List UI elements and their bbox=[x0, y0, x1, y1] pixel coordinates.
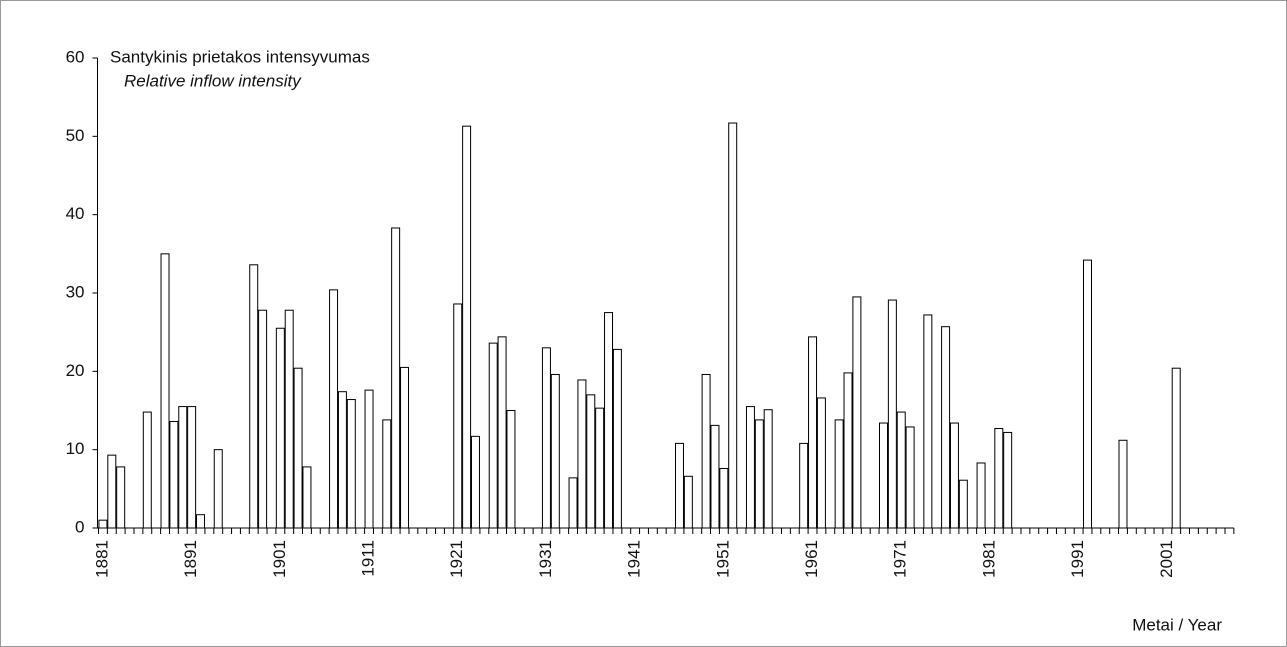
bar bbox=[808, 336, 818, 529]
bar bbox=[470, 435, 480, 529]
bar bbox=[453, 303, 463, 529]
bar bbox=[1171, 367, 1181, 529]
bar bbox=[799, 442, 809, 529]
bar bbox=[178, 406, 188, 529]
bar bbox=[949, 422, 959, 529]
y-tick-label: 40 bbox=[66, 204, 85, 223]
x-tick-label: 1881 bbox=[92, 540, 111, 578]
x-tick-label: 1971 bbox=[891, 540, 910, 578]
bar bbox=[160, 253, 170, 529]
bar bbox=[612, 348, 622, 529]
bar bbox=[258, 309, 268, 529]
x-tick-label: 2001 bbox=[1157, 540, 1176, 578]
bar bbox=[541, 347, 551, 529]
bar bbox=[905, 426, 915, 529]
bar bbox=[976, 462, 986, 529]
bar bbox=[364, 389, 374, 529]
bar bbox=[391, 227, 401, 529]
y-tick-label: 10 bbox=[66, 439, 85, 458]
bar bbox=[116, 466, 126, 529]
x-tick-label: 1941 bbox=[625, 540, 644, 578]
bar bbox=[674, 442, 684, 529]
bar bbox=[745, 406, 755, 529]
bar bbox=[488, 342, 498, 529]
x-tick-label: 1921 bbox=[447, 540, 466, 578]
bar bbox=[923, 314, 933, 529]
bar bbox=[941, 326, 951, 529]
bar bbox=[852, 296, 862, 529]
bar bbox=[213, 449, 223, 529]
bar bbox=[1118, 439, 1128, 529]
bar bbox=[568, 477, 578, 529]
bar bbox=[710, 424, 720, 529]
bar bbox=[275, 327, 285, 529]
chart-title: Santykinis prietakos intensyvumas bbox=[110, 47, 370, 66]
bar bbox=[887, 299, 897, 529]
bar bbox=[577, 379, 587, 529]
bar bbox=[302, 466, 312, 529]
bar bbox=[896, 411, 906, 529]
bar bbox=[550, 373, 560, 529]
bar bbox=[754, 419, 764, 529]
chart-subtitle: Relative inflow intensity bbox=[124, 71, 302, 90]
bar bbox=[879, 422, 888, 529]
bar bbox=[994, 428, 1004, 529]
bar bbox=[98, 519, 108, 529]
bar bbox=[293, 367, 303, 529]
y-tick-label: 30 bbox=[66, 282, 85, 301]
bar bbox=[169, 420, 179, 529]
bar bbox=[1003, 431, 1013, 529]
x-tick-label: 1931 bbox=[536, 540, 555, 578]
x-tick-label: 1961 bbox=[802, 540, 821, 578]
bar bbox=[586, 394, 596, 529]
bar bbox=[382, 419, 392, 529]
bar bbox=[400, 366, 410, 529]
bar bbox=[196, 514, 205, 529]
bar bbox=[683, 475, 693, 529]
bar bbox=[763, 409, 773, 529]
bar bbox=[843, 372, 853, 529]
y-tick-label: 50 bbox=[66, 126, 85, 145]
bar bbox=[107, 454, 117, 529]
bar bbox=[595, 407, 605, 529]
bar bbox=[604, 312, 614, 529]
y-tick-label: 60 bbox=[66, 47, 85, 66]
x-tick-label: 1951 bbox=[713, 540, 732, 578]
bar bbox=[249, 264, 259, 529]
bar bbox=[728, 122, 738, 529]
bar bbox=[816, 397, 826, 529]
x-tick-label: 1991 bbox=[1068, 540, 1087, 578]
bar bbox=[958, 479, 968, 529]
bar bbox=[462, 125, 472, 529]
x-tick-label: 1891 bbox=[181, 540, 200, 578]
bar bbox=[329, 289, 339, 529]
y-tick-label: 0 bbox=[75, 517, 84, 536]
bar bbox=[337, 391, 347, 529]
bar bbox=[497, 336, 507, 529]
bar bbox=[346, 399, 356, 529]
y-tick-label: 20 bbox=[66, 361, 85, 380]
x-tick-label: 1981 bbox=[979, 540, 998, 578]
x-axis-label: Metai / Year bbox=[1132, 615, 1222, 634]
bar bbox=[142, 411, 152, 529]
bar bbox=[1083, 259, 1092, 529]
bar bbox=[506, 410, 516, 529]
bar bbox=[701, 373, 711, 529]
bar bbox=[187, 406, 197, 529]
bar bbox=[719, 467, 729, 529]
bar bbox=[284, 309, 294, 529]
x-tick-label: 1911 bbox=[359, 540, 378, 577]
x-tick-label: 1901 bbox=[270, 540, 289, 578]
bar bbox=[834, 419, 844, 529]
